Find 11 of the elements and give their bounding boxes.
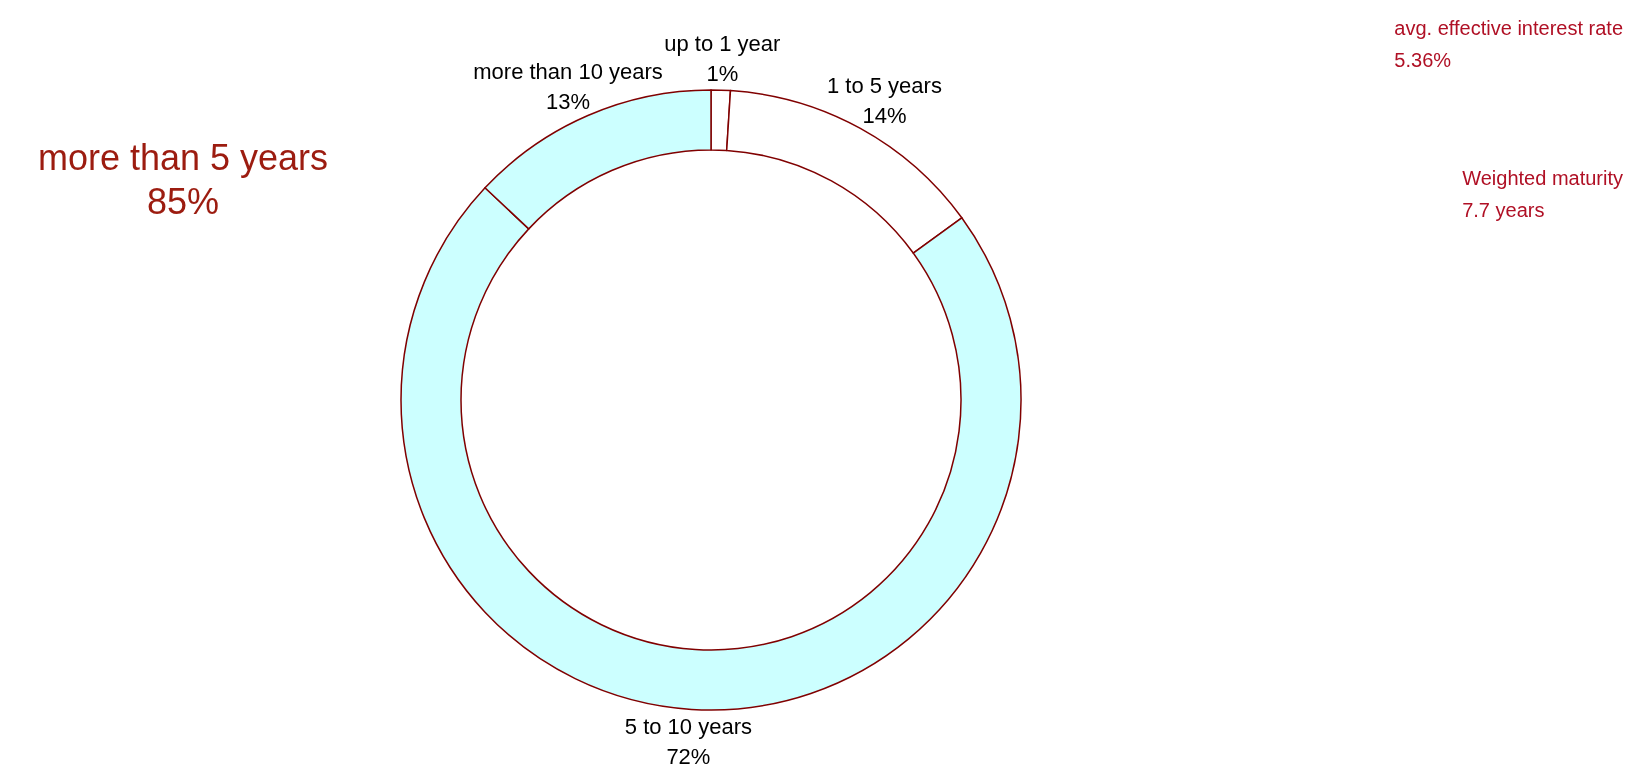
slice-label: 5 to 10 years <box>624 713 752 739</box>
slice-label: more than 10 years <box>473 58 663 84</box>
slice-label: up to 1 year <box>664 30 781 56</box>
data-label: 13% <box>546 88 591 114</box>
slice-label: 1 to 5 years <box>826 72 942 98</box>
data-label: 72% <box>666 743 711 769</box>
data-label: 14% <box>862 102 907 128</box>
text: avg. effective interest rate 5.36% <box>1394 17 1624 71</box>
text: Weighted maturity 7.7 years <box>1462 167 1623 221</box>
data-label: 1% <box>706 60 739 86</box>
text: more than 5 years 85% <box>37 136 329 222</box>
